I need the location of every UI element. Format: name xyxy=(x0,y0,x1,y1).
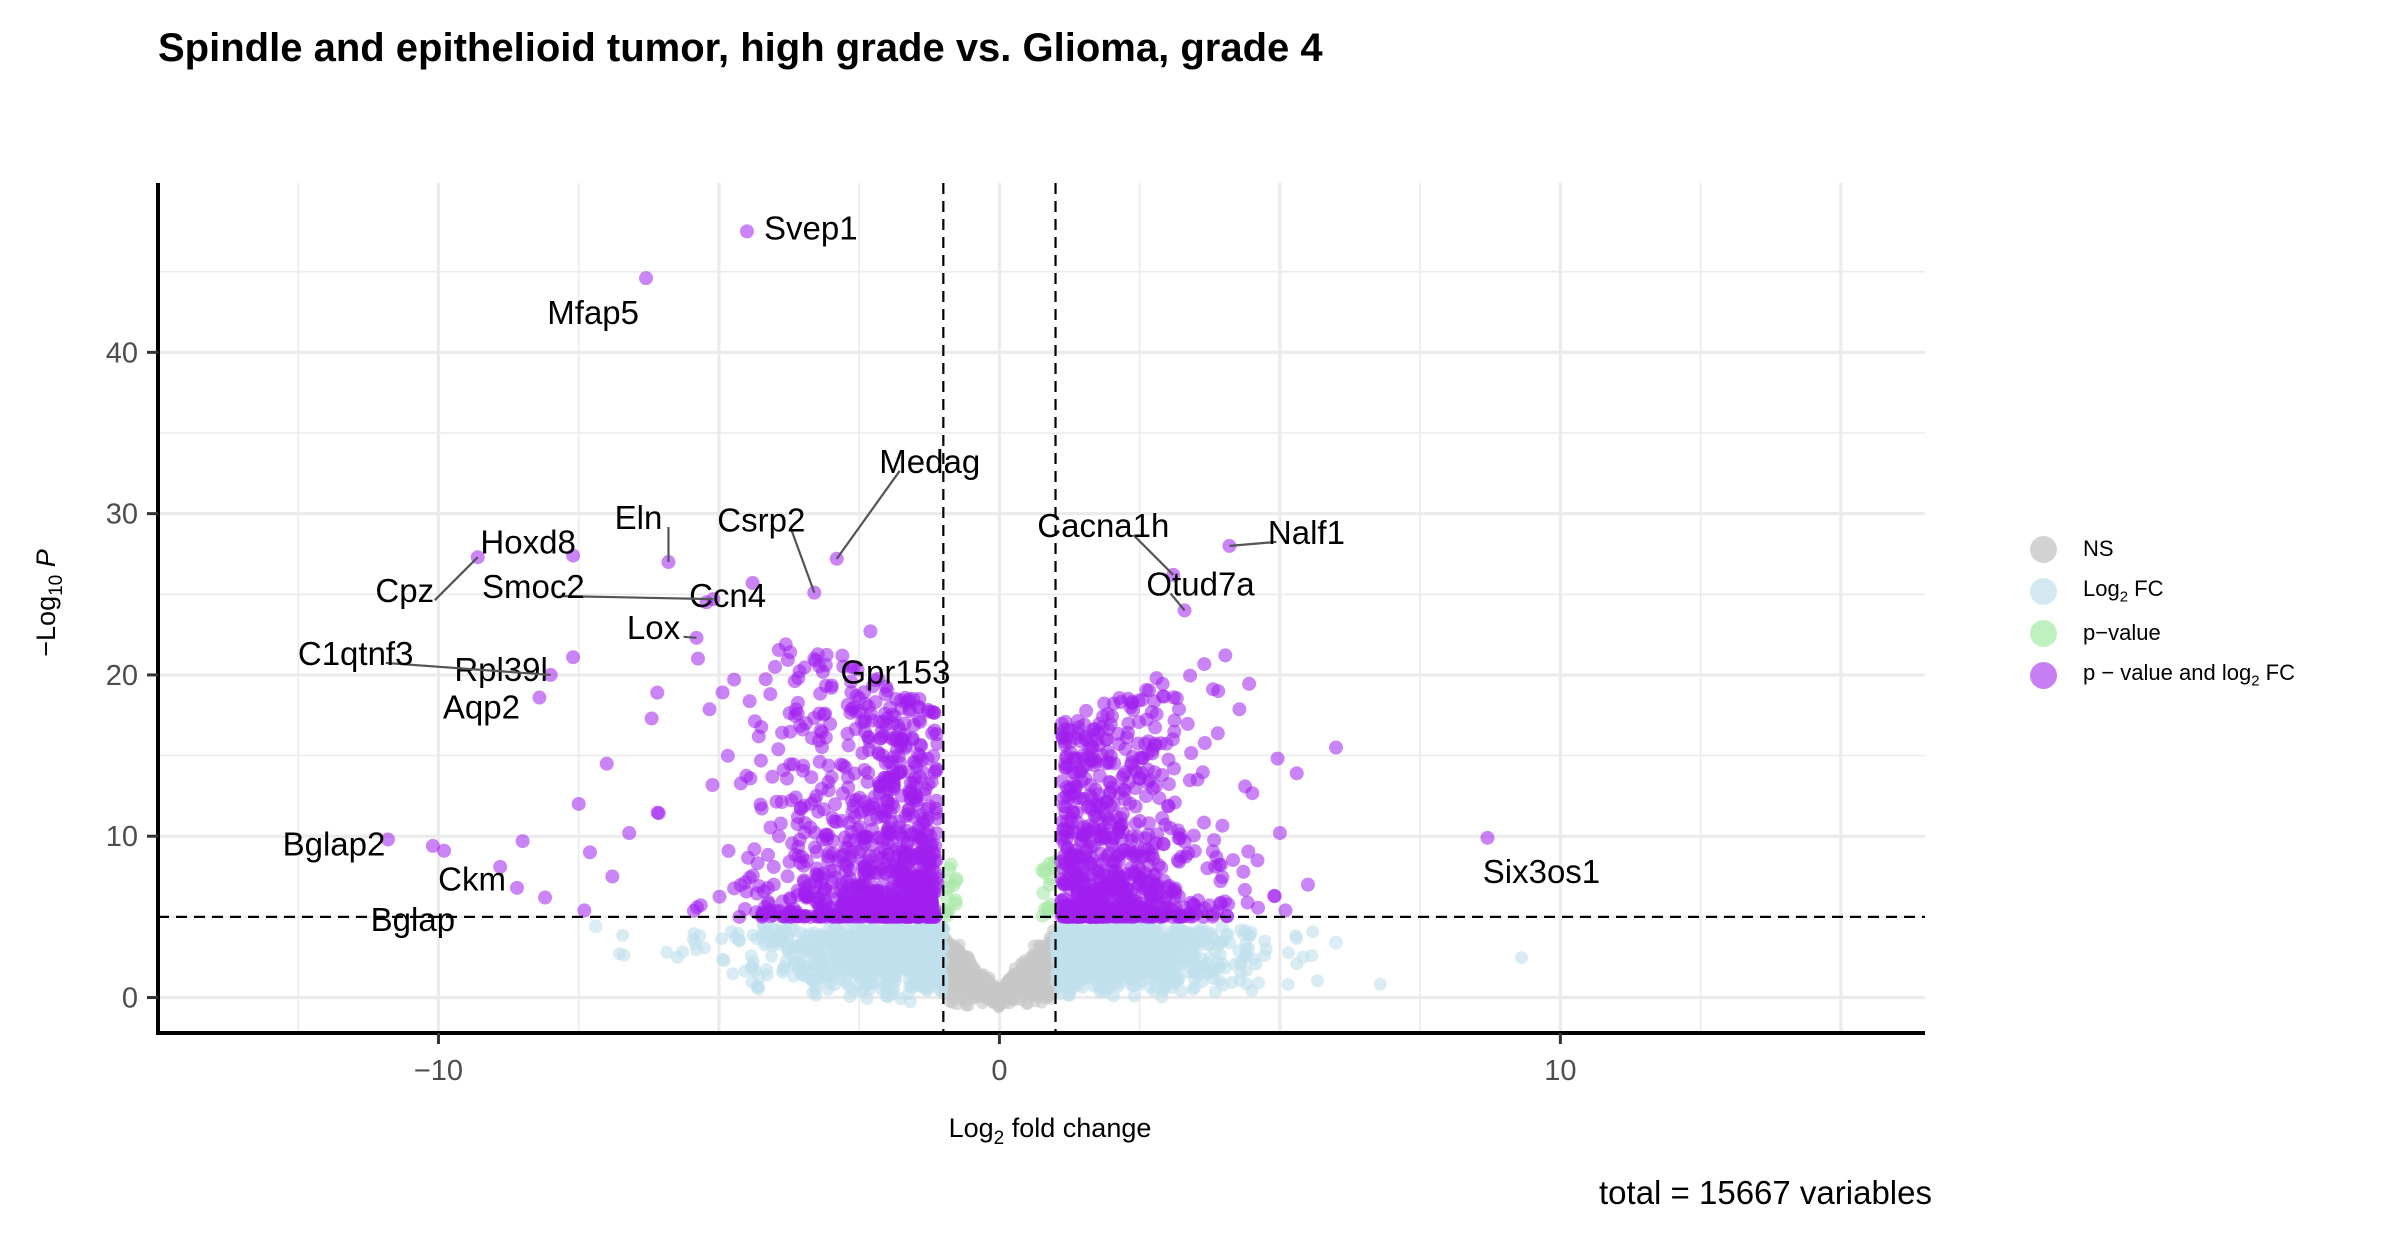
legend-label-p: p−value xyxy=(2083,620,2161,645)
x-tick-label: −10 xyxy=(414,1055,463,1087)
connector-cpz xyxy=(433,556,479,601)
gene-point-six3os1 xyxy=(1480,830,1495,845)
point-clouds xyxy=(613,595,1529,1014)
data-point xyxy=(1149,671,1164,686)
gene-label-cacna1h: Cacna1h xyxy=(1037,507,1169,544)
data-point xyxy=(577,903,592,918)
data-point xyxy=(1250,853,1265,868)
gene-point-gpr153 xyxy=(863,624,878,639)
data-point xyxy=(1289,766,1304,781)
legend-item-fc: Log2 FC xyxy=(2030,570,2295,612)
legend-label-both: p − value and log2 FC xyxy=(2083,660,2295,690)
gene-point-svep1 xyxy=(740,224,754,239)
data-point xyxy=(1267,888,1282,903)
connector-cacna1h xyxy=(1132,534,1175,576)
data-point xyxy=(538,890,553,905)
data-point xyxy=(1329,740,1343,755)
data-point xyxy=(599,756,614,771)
chart-caption: total = 15667 variables xyxy=(1599,1174,1932,1211)
axes: −10 0 10 0 10 20 30 40 xyxy=(106,183,1925,1087)
chart-title: Spindle and epithelioid tumor, high grad… xyxy=(158,26,1323,70)
legend-swatch-fc xyxy=(2030,577,2057,605)
connector-otud7a xyxy=(1169,592,1186,612)
data-point xyxy=(650,685,665,700)
data-point xyxy=(835,648,850,663)
gene-label-ckm: Ckm xyxy=(438,861,506,898)
legend-item-ns: NS xyxy=(2030,528,2295,570)
data-point xyxy=(622,826,637,840)
gene-label-mfap5: Mfap5 xyxy=(547,294,639,331)
data-point xyxy=(1211,684,1226,699)
legend: NS Log2 FC p−value p − value and log2 FC xyxy=(2030,528,2295,696)
gene-point-rpl39l xyxy=(566,650,581,665)
gene-point-mfap5 xyxy=(639,271,654,286)
data-point xyxy=(768,659,783,674)
gene-label-svep1: Svep1 xyxy=(764,209,858,246)
connector-c1qtnf3 xyxy=(385,661,551,677)
connector-csrp2 xyxy=(790,529,816,594)
data-point xyxy=(571,796,586,811)
gene-label-cpz: Cpz xyxy=(375,572,434,609)
data-point xyxy=(1272,826,1287,840)
connector-lox xyxy=(683,635,697,639)
grid xyxy=(158,183,1925,1033)
connector-nalf1 xyxy=(1229,540,1277,547)
gene-point-hoxd8 xyxy=(566,548,581,563)
data-point xyxy=(515,834,530,849)
y-axis-label: −Log10 P xyxy=(31,549,67,656)
data-point xyxy=(493,859,508,874)
legend-swatch-p xyxy=(2030,619,2057,647)
y-tick-label: 0 xyxy=(122,983,138,1015)
x-tick-label: 10 xyxy=(1544,1055,1576,1087)
data-point xyxy=(807,651,822,666)
gene-label-bglap: Bglap xyxy=(371,901,455,938)
gene-label-gpr153: Gpr153 xyxy=(840,653,950,690)
legend-label-ns: NS xyxy=(2083,536,2114,561)
gene-point-aqp2 xyxy=(532,690,547,705)
gene-label-smoc2: Smoc2 xyxy=(482,568,585,605)
data-point xyxy=(1300,877,1315,892)
data-point xyxy=(644,711,659,726)
y-tick-label: 20 xyxy=(106,660,138,692)
connector-smoc2 xyxy=(563,595,714,601)
gene-point-bglap xyxy=(425,838,440,853)
data-point xyxy=(582,845,597,860)
gene-label-c1qtnf3: C1qtnf3 xyxy=(298,635,414,672)
y-tick-label: 10 xyxy=(106,821,138,853)
legend-swatch-both xyxy=(2030,661,2057,689)
gene-label-aqp2: Aqp2 xyxy=(443,689,520,726)
legend-item-p: p−value xyxy=(2030,612,2295,654)
y-tick-label: 40 xyxy=(106,337,138,369)
gene-label-medag: Medag xyxy=(879,443,980,480)
gene-label-lox: Lox xyxy=(627,609,681,646)
gene-label-bglap2: Bglap2 xyxy=(283,825,386,862)
connector-medag xyxy=(835,470,901,560)
x-tick-label: 0 xyxy=(991,1055,1007,1087)
data-point xyxy=(1278,903,1293,918)
data-point xyxy=(588,919,603,934)
data-point xyxy=(510,880,525,895)
gene-point-bglap2 xyxy=(380,832,395,847)
gene-label-nalf1: Nalf1 xyxy=(1268,514,1345,551)
gene-label-otud7a: Otud7a xyxy=(1146,565,1255,602)
legend-label-fc: Log2 FC xyxy=(2083,576,2164,606)
x-axis-label: Log2 fold change xyxy=(949,1113,1152,1149)
gene-labels: Svep1 Mfap5 Medag Csrp2 Gpr153 Eln Ccn4 Hoxd8 Cp… xyxy=(283,209,1601,938)
gene-label-csrp2: Csrp2 xyxy=(717,502,805,539)
gene-label-ccn4: Ccn4 xyxy=(689,577,766,614)
gene-point-ccn4 xyxy=(745,576,760,590)
cutoff-lines xyxy=(158,183,1925,1033)
gene-point-ckm xyxy=(437,843,452,858)
gene-label-eln: Eln xyxy=(615,499,663,536)
data-point xyxy=(1329,935,1343,950)
y-tick-label: 30 xyxy=(106,499,138,531)
data-points xyxy=(380,224,1495,950)
legend-swatch-ns xyxy=(2030,535,2057,563)
gene-label-six3os1: Six3os1 xyxy=(1483,853,1600,890)
data-point xyxy=(605,869,620,884)
gene-label-hoxd8: Hoxd8 xyxy=(480,524,575,561)
legend-item-both: p − value and log2 FC xyxy=(2030,654,2295,696)
